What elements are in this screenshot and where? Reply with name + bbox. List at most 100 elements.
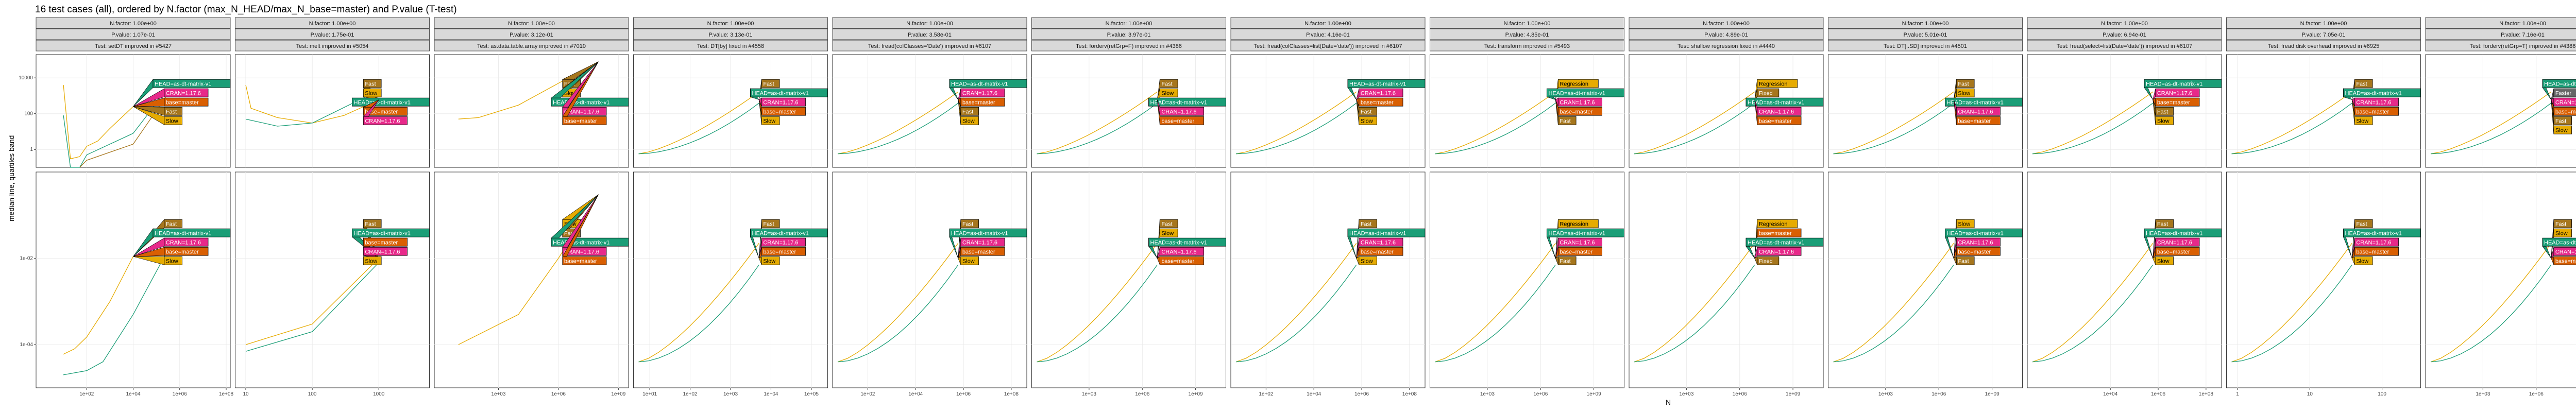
strip-pvalue — [633, 28, 828, 40]
series-line — [1037, 264, 1158, 363]
direct-label-box — [761, 219, 780, 228]
strip-pvalue-text: P.value: 3.12e-01 — [510, 32, 553, 38]
strip-nfactor — [235, 17, 430, 29]
panel-background — [2425, 171, 2576, 388]
direct-label-text: base=master — [564, 118, 597, 125]
direct-label-box — [1557, 219, 1599, 228]
x-tick-label: 1e+03 — [491, 391, 506, 397]
direct-label-box — [960, 116, 979, 125]
direct-label-box — [164, 97, 209, 107]
direct-label-box — [1159, 219, 1178, 228]
direct-label-text: base=master — [962, 249, 995, 255]
strip-nfactor-text: N.factor: 1.00e+00 — [110, 21, 157, 27]
direct-label-box — [2553, 107, 2576, 116]
series-line-head — [63, 250, 168, 375]
direct-label-text: base=master — [962, 100, 995, 106]
x-tick-label: 1e+02 — [1259, 391, 1274, 397]
strip-nfactor — [1828, 17, 2023, 29]
x-tick-label: 1e+04 — [126, 391, 141, 397]
direct-label-text: CRAN=1.17.6 — [2555, 249, 2576, 255]
x-axis-label: N — [1666, 398, 1671, 406]
strip-nfactor — [1031, 17, 1226, 29]
direct-label-box — [363, 219, 382, 228]
direct-label-box — [2553, 219, 2572, 228]
panel-background — [1629, 171, 1824, 388]
direct-label-text: base=master — [1161, 259, 1194, 265]
direct-label-box — [1159, 79, 1178, 88]
facet-panel-2: N.factor: 1.00e+00 P.value: 1.75e-01 Test:… — [235, 17, 430, 397]
direct-label-box — [1956, 256, 1975, 265]
strip-pvalue-text: P.value: 1.07e-01 — [111, 32, 155, 38]
series-line — [1235, 264, 1357, 363]
direct-label-box — [1359, 247, 1403, 256]
strip-nfactor-text: N.factor: 1.00e+00 — [906, 21, 953, 27]
direct-label-box — [1148, 237, 1226, 247]
direct-label-box — [1956, 247, 2001, 256]
facet-panel-13: N.factor: 1.00e+00 P.value: 7.16e-01 Test:… — [2425, 17, 2576, 397]
series-line — [1235, 102, 1357, 154]
strip-pvalue-text: P.value: 4.85e-01 — [1505, 32, 1549, 38]
strip-pvalue — [2425, 28, 2576, 40]
series-line — [837, 91, 959, 154]
direct-label-text: Fast — [1361, 221, 1371, 228]
direct-label-box — [1956, 107, 2001, 116]
series-line — [2430, 102, 2552, 154]
direct-label-box — [363, 256, 382, 265]
direct-label-box — [1956, 237, 2001, 247]
direct-label-box — [1557, 116, 1577, 125]
strip-nfactor — [633, 17, 828, 29]
x-tick-label: 1e+01 — [642, 391, 657, 397]
strip-nfactor-text: N.factor: 1.00e+00 — [2300, 21, 2347, 27]
direct-label-box — [761, 247, 806, 256]
direct-label-text: Slow — [1161, 91, 1174, 97]
series-line — [1435, 91, 1556, 154]
direct-label-box — [1547, 88, 1624, 97]
strip-test-text: Test: DT[,.SD] improved in #4501 — [1884, 43, 1967, 49]
direct-label-box — [1557, 107, 1602, 116]
direct-label-box — [960, 237, 1005, 247]
direct-label-box — [1547, 228, 1624, 237]
series-line — [1634, 264, 1755, 363]
direct-label-box — [1148, 97, 1226, 107]
series-line — [837, 264, 959, 363]
direct-label-text: CRAN=1.17.6 — [2555, 100, 2576, 106]
series-line — [638, 264, 759, 363]
direct-label-box — [2354, 237, 2399, 247]
direct-label-text: base=master — [1759, 118, 1792, 125]
direct-label-text: base=master — [2157, 100, 2190, 106]
direct-label-text: CRAN=1.17.6 — [1759, 249, 1794, 255]
direct-label-box — [2553, 228, 2572, 237]
direct-label-text: Fast — [2157, 221, 2168, 228]
direct-label-box — [1159, 228, 1178, 237]
direct-label-text: Slow — [962, 118, 975, 125]
direct-label-text: Slow — [365, 259, 377, 265]
direct-label-box — [2155, 107, 2174, 116]
direct-label-box — [2155, 88, 2200, 97]
direct-label-text: base=master — [2555, 259, 2576, 265]
direct-label-box — [1159, 247, 1204, 256]
strip-pvalue-text: P.value: 3.58e-01 — [908, 32, 952, 38]
strip-test-text: Test: DT[by] fixed in #4558 — [697, 43, 764, 49]
x-tick-label: 1e+02 — [860, 391, 875, 397]
strip-pvalue-text: P.value: 3.13e-01 — [709, 32, 753, 38]
direct-label-box — [2542, 237, 2576, 247]
strip-test-text: Test: setDT improved in #5427 — [95, 43, 172, 49]
strip-test — [2027, 40, 2222, 52]
direct-label-text: HEAD=as-dt-matrix-v1 — [752, 91, 809, 97]
direct-label-text: CRAN=1.17.6 — [365, 118, 400, 125]
direct-label-box — [2144, 79, 2222, 88]
direct-label-text: Fast — [1958, 81, 1969, 88]
direct-label-box — [2354, 219, 2373, 228]
direct-label-box — [1159, 107, 1204, 116]
series-line — [1435, 243, 1556, 363]
direct-label-box — [1359, 237, 1403, 247]
direct-label-text: Fast — [1560, 259, 1570, 265]
x-tick-label: 1e+04 — [1307, 391, 1321, 397]
panel-background — [1230, 171, 1426, 388]
direct-label-text: Fast — [2555, 221, 2566, 228]
strip-test — [1230, 40, 1426, 52]
strip-test-text: Test: melt improved in #5054 — [296, 43, 369, 49]
direct-label-text: CRAN=1.17.6 — [2356, 100, 2391, 106]
direct-label-text: base=master — [166, 249, 199, 255]
direct-label-box — [1557, 97, 1602, 107]
